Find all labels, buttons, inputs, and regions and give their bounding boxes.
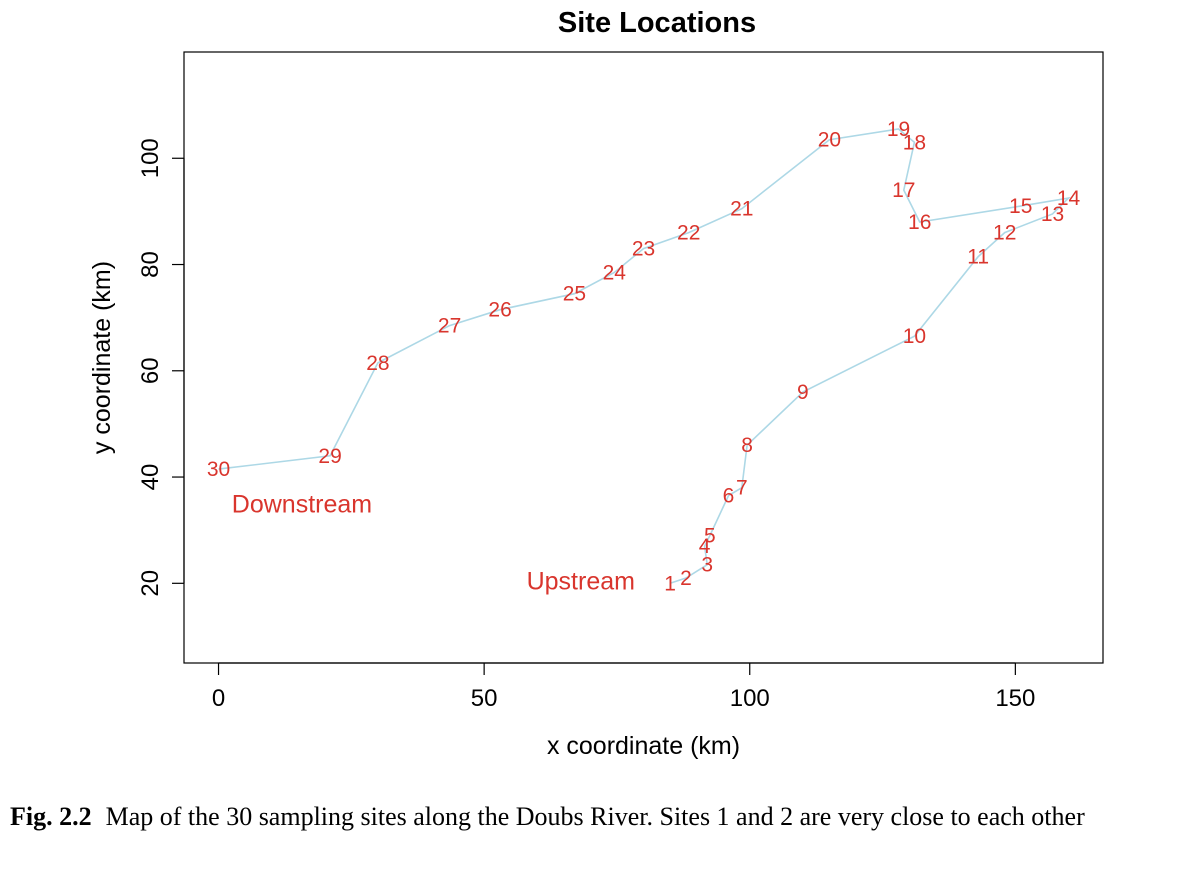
plot-frame — [183, 51, 1104, 664]
site-label-25: 25 — [563, 283, 586, 306]
annotation-downstream: Downstream — [232, 491, 372, 519]
x-axis-label: x coordinate (km) — [547, 732, 740, 760]
x-tick-label: 0 — [212, 685, 225, 712]
y-tick-label: 80 — [137, 251, 164, 278]
y-tick-label: 40 — [137, 464, 164, 491]
site-label-24: 24 — [603, 262, 627, 285]
site-label-11: 11 — [967, 246, 989, 269]
site-label-8: 8 — [741, 434, 753, 457]
x-tick-label: 50 — [471, 685, 498, 712]
y-tick-label: 100 — [137, 138, 164, 178]
x-tick-label: 150 — [995, 685, 1035, 712]
site-label-21: 21 — [730, 198, 753, 221]
site-label-19: 19 — [887, 118, 910, 141]
site-label-14: 14 — [1057, 187, 1081, 210]
site-label-13: 13 — [1041, 203, 1064, 226]
site-label-20: 20 — [818, 129, 841, 152]
annotation-upstream: Upstream — [527, 568, 635, 596]
site-label-9: 9 — [797, 381, 809, 404]
site-label-30: 30 — [207, 458, 230, 481]
site-label-23: 23 — [632, 238, 655, 261]
site-label-10: 10 — [903, 325, 926, 348]
site-label-12: 12 — [993, 222, 1016, 245]
y-axis: 20 40 60 80 100 — [137, 138, 185, 597]
site-label-27: 27 — [438, 315, 461, 338]
site-label-18: 18 — [903, 131, 926, 154]
site-label-28: 28 — [366, 352, 389, 375]
site-label-17: 17 — [892, 179, 915, 202]
y-tick-label: 60 — [137, 357, 164, 384]
x-axis: 0 50 100 150 — [212, 662, 1035, 712]
y-tick-label: 20 — [137, 570, 164, 597]
x-tick-label: 100 — [730, 685, 770, 712]
figure-caption: Fig. 2.2 Map of the 30 sampling sites alo… — [10, 800, 1195, 833]
y-axis-label: y coordinate (km) — [88, 261, 116, 454]
river-course-line — [218, 128, 1071, 585]
site-label-2: 2 — [680, 567, 692, 590]
site-label-4: 4 — [699, 535, 711, 558]
annotations: Downstream Upstream — [232, 491, 635, 596]
site-label-3: 3 — [701, 554, 713, 577]
site-label-7: 7 — [736, 477, 748, 500]
site-label-29: 29 — [318, 445, 341, 468]
figure-number: Fig. 2.2 — [10, 802, 92, 831]
caption-text: Map of the 30 sampling sites along the D… — [105, 802, 1085, 831]
site-label-6: 6 — [723, 485, 735, 508]
site-label-26: 26 — [488, 299, 511, 322]
site-label-5: 5 — [704, 525, 716, 548]
chart-title: Site Locations — [558, 7, 756, 39]
site-label-22: 22 — [677, 222, 700, 245]
site-label-1: 1 — [664, 572, 676, 595]
site-label-15: 15 — [1009, 195, 1032, 218]
site-label-16: 16 — [908, 211, 931, 234]
site-locations-chart: Site Locations 0 50 100 150 20 40 60 80 100 x c… — [88, 7, 1104, 760]
